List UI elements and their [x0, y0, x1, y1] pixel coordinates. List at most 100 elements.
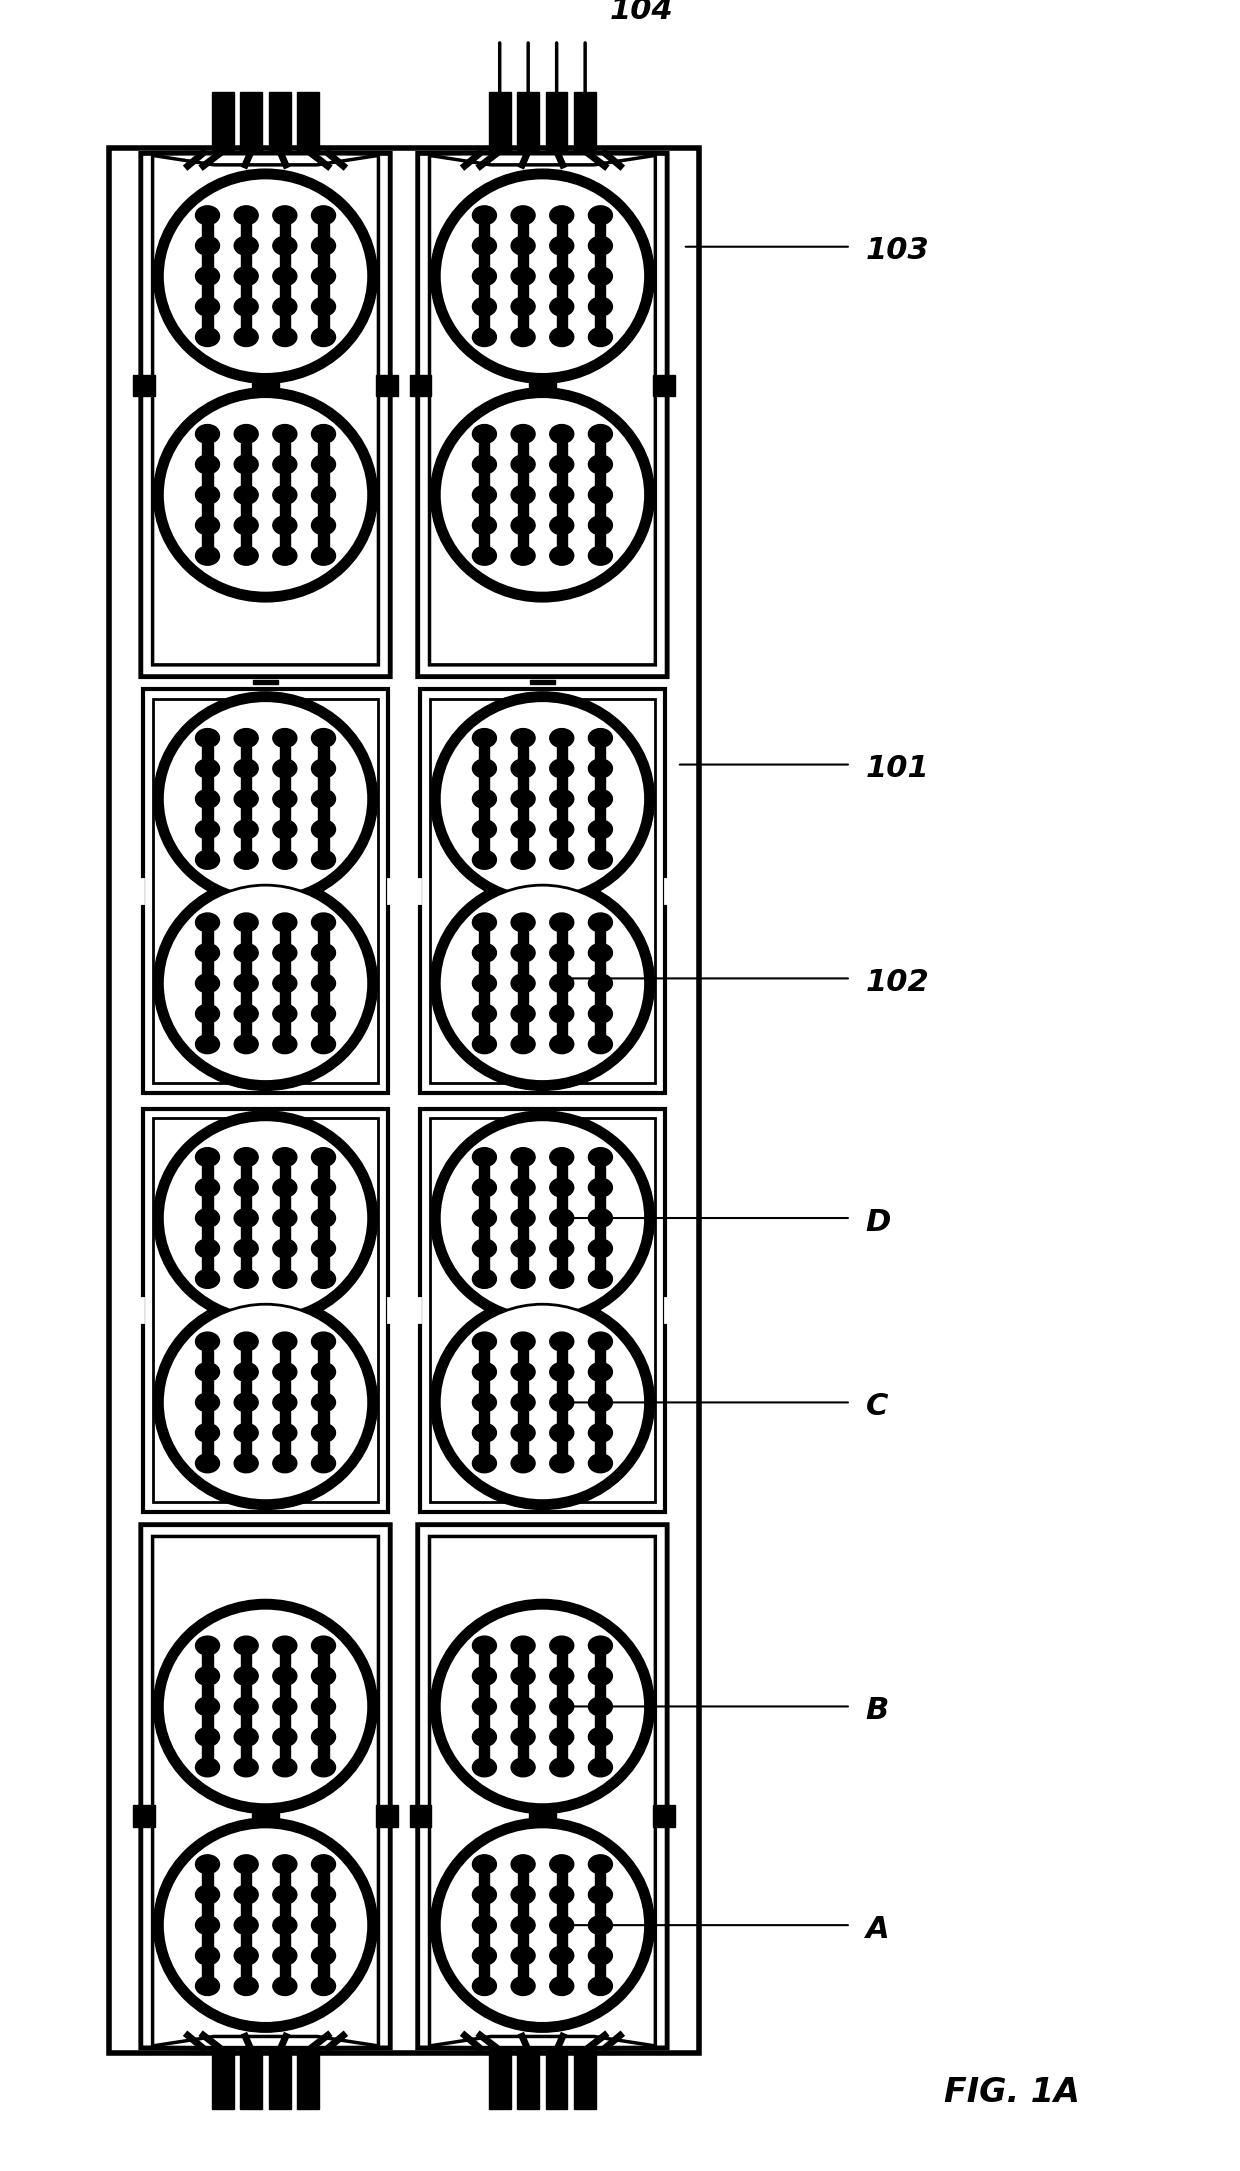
- Bar: [241, 284, 252, 297]
- Bar: [202, 962, 212, 975]
- Bar: [202, 1965, 212, 1978]
- Ellipse shape: [196, 1915, 219, 1934]
- Ellipse shape: [234, 1455, 258, 1472]
- Bar: [528, 1813, 557, 1819]
- Bar: [319, 1715, 329, 1728]
- Bar: [319, 838, 329, 851]
- Bar: [280, 1023, 290, 1036]
- Bar: [595, 931, 605, 944]
- Bar: [280, 473, 290, 486]
- Bar: [280, 1350, 290, 1363]
- Bar: [480, 504, 490, 517]
- Bar: [518, 777, 528, 790]
- Ellipse shape: [589, 760, 613, 777]
- Bar: [595, 1934, 605, 1947]
- Ellipse shape: [311, 1179, 336, 1196]
- Ellipse shape: [273, 729, 296, 747]
- Ellipse shape: [154, 1112, 377, 1324]
- Bar: [280, 777, 290, 790]
- Bar: [429, 699, 656, 1083]
- Ellipse shape: [311, 426, 336, 443]
- Ellipse shape: [196, 426, 219, 443]
- Ellipse shape: [234, 1005, 258, 1023]
- Bar: [377, 376, 398, 397]
- Ellipse shape: [511, 237, 536, 256]
- Bar: [653, 1804, 675, 1826]
- Ellipse shape: [472, 821, 496, 838]
- Bar: [241, 224, 252, 237]
- Ellipse shape: [311, 1759, 336, 1776]
- Ellipse shape: [511, 1728, 536, 1745]
- Bar: [319, 224, 329, 237]
- Ellipse shape: [273, 1915, 296, 1934]
- Ellipse shape: [234, 1667, 258, 1685]
- Bar: [557, 808, 567, 821]
- Ellipse shape: [549, 328, 574, 347]
- Ellipse shape: [154, 389, 377, 601]
- Bar: [557, 1411, 567, 1424]
- Ellipse shape: [273, 790, 296, 808]
- Bar: [557, 777, 567, 790]
- Bar: [280, 931, 290, 944]
- Ellipse shape: [234, 1333, 258, 1350]
- Bar: [241, 992, 252, 1005]
- Bar: [241, 931, 252, 944]
- Bar: [480, 1745, 490, 1759]
- Ellipse shape: [273, 206, 296, 226]
- Ellipse shape: [549, 1698, 574, 1715]
- Ellipse shape: [273, 1363, 296, 1381]
- Ellipse shape: [311, 267, 336, 287]
- Ellipse shape: [273, 456, 296, 473]
- Bar: [319, 1685, 329, 1698]
- Bar: [241, 1874, 252, 1887]
- Ellipse shape: [273, 760, 296, 777]
- Ellipse shape: [589, 790, 613, 808]
- Ellipse shape: [154, 1600, 377, 1813]
- Bar: [480, 315, 490, 328]
- Ellipse shape: [311, 1005, 336, 1023]
- Ellipse shape: [311, 1424, 336, 1442]
- Ellipse shape: [311, 1915, 336, 1934]
- Bar: [517, 91, 539, 152]
- Bar: [280, 1874, 290, 1887]
- Bar: [298, 91, 319, 152]
- Ellipse shape: [311, 1270, 336, 1287]
- Ellipse shape: [472, 1884, 496, 1904]
- Ellipse shape: [196, 1179, 219, 1196]
- Bar: [202, 1023, 212, 1036]
- Bar: [319, 1023, 329, 1036]
- Bar: [595, 1745, 605, 1759]
- Ellipse shape: [273, 1270, 296, 1287]
- Ellipse shape: [311, 1333, 336, 1350]
- Ellipse shape: [196, 1854, 219, 1874]
- Ellipse shape: [311, 206, 336, 226]
- Ellipse shape: [273, 1759, 296, 1776]
- Bar: [557, 992, 567, 1005]
- Bar: [202, 254, 212, 267]
- Bar: [518, 1874, 528, 1887]
- Bar: [557, 254, 567, 267]
- Ellipse shape: [589, 1209, 613, 1227]
- Bar: [557, 1257, 567, 1270]
- Bar: [574, 2049, 596, 2110]
- Ellipse shape: [273, 1884, 296, 1904]
- Ellipse shape: [589, 547, 613, 564]
- Bar: [241, 1745, 252, 1759]
- Ellipse shape: [549, 729, 574, 747]
- Ellipse shape: [472, 790, 496, 808]
- Ellipse shape: [549, 1394, 574, 1411]
- Bar: [595, 992, 605, 1005]
- Ellipse shape: [589, 1728, 613, 1745]
- Bar: [518, 1442, 528, 1455]
- Bar: [280, 962, 290, 975]
- Ellipse shape: [549, 1854, 574, 1874]
- Bar: [241, 1715, 252, 1728]
- Bar: [480, 1934, 490, 1947]
- Ellipse shape: [162, 1305, 368, 1500]
- Ellipse shape: [234, 517, 258, 534]
- Ellipse shape: [549, 914, 574, 931]
- Bar: [518, 1715, 528, 1728]
- Ellipse shape: [589, 1394, 613, 1411]
- Bar: [557, 1442, 567, 1455]
- Bar: [280, 443, 290, 456]
